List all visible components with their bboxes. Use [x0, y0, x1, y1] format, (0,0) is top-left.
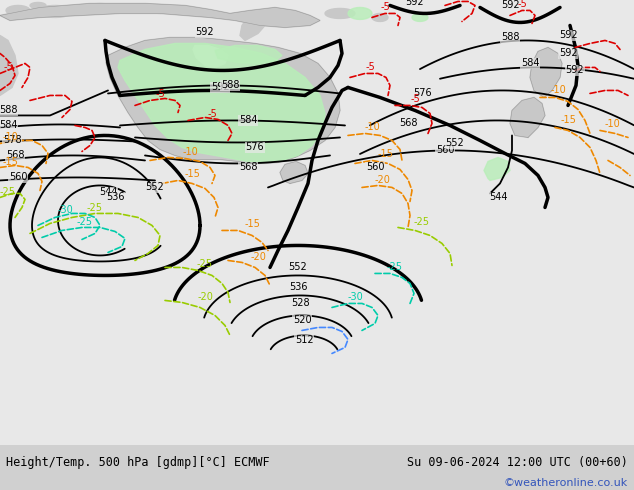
Text: -25: -25 — [87, 203, 103, 214]
Polygon shape — [484, 157, 510, 180]
Text: -25: -25 — [414, 218, 430, 227]
Polygon shape — [0, 3, 320, 27]
Text: -5: -5 — [207, 109, 217, 120]
Text: 592: 592 — [566, 66, 585, 75]
Polygon shape — [348, 7, 372, 20]
Text: 528: 528 — [290, 298, 309, 308]
Text: 560: 560 — [9, 172, 27, 182]
Text: ©weatheronline.co.uk: ©weatheronline.co.uk — [503, 478, 628, 489]
Text: 544: 544 — [99, 188, 117, 197]
Text: 578: 578 — [3, 135, 22, 146]
Text: 536: 536 — [288, 282, 307, 293]
Text: Height/Temp. 500 hPa [gdmp][°C] ECMWF: Height/Temp. 500 hPa [gdmp][°C] ECMWF — [6, 456, 270, 469]
Text: -25: -25 — [197, 259, 213, 270]
Text: 592: 592 — [406, 0, 424, 7]
Text: -25: -25 — [387, 263, 403, 272]
Text: 588: 588 — [501, 32, 519, 43]
Text: -5: -5 — [410, 95, 420, 104]
Text: 568: 568 — [6, 150, 24, 160]
Polygon shape — [240, 13, 265, 41]
Text: -15: -15 — [2, 157, 18, 168]
Polygon shape — [193, 46, 228, 68]
Text: 588: 588 — [0, 105, 17, 116]
Text: 584: 584 — [0, 121, 17, 130]
Text: -25: -25 — [0, 188, 16, 197]
Text: -5: -5 — [365, 62, 375, 73]
Polygon shape — [325, 8, 355, 19]
Text: -10: -10 — [182, 147, 198, 157]
Polygon shape — [30, 2, 46, 8]
Polygon shape — [510, 98, 545, 138]
Text: -15: -15 — [184, 170, 200, 179]
Text: -10: -10 — [364, 122, 380, 132]
Text: 512: 512 — [295, 336, 313, 345]
Text: -5: -5 — [380, 2, 390, 12]
Polygon shape — [412, 13, 428, 22]
Text: 568: 568 — [399, 119, 417, 128]
Text: -20: -20 — [250, 252, 266, 263]
Polygon shape — [0, 35, 18, 96]
Text: -5: -5 — [455, 0, 465, 2]
Text: -5: -5 — [3, 62, 13, 73]
Text: -10: -10 — [604, 120, 620, 129]
Text: 592: 592 — [501, 0, 519, 10]
Text: -30: -30 — [347, 293, 363, 302]
Text: -5: -5 — [155, 90, 165, 99]
Text: -10: -10 — [550, 85, 566, 96]
Text: 576: 576 — [246, 143, 264, 152]
Text: 592: 592 — [559, 30, 578, 41]
Text: 544: 544 — [489, 193, 507, 202]
Text: -10: -10 — [2, 132, 18, 143]
Polygon shape — [6, 5, 30, 16]
Text: 584: 584 — [239, 116, 257, 125]
Polygon shape — [280, 161, 308, 183]
Polygon shape — [150, 5, 170, 13]
Text: 584: 584 — [521, 58, 540, 69]
Text: 552: 552 — [446, 139, 464, 148]
Polygon shape — [215, 46, 282, 63]
Text: -20: -20 — [197, 293, 213, 302]
Text: -15: -15 — [244, 220, 260, 229]
Text: -15: -15 — [377, 149, 393, 159]
Polygon shape — [372, 13, 388, 22]
Text: 568: 568 — [239, 163, 257, 172]
Text: 592: 592 — [559, 49, 578, 58]
Text: 520: 520 — [293, 316, 311, 325]
Polygon shape — [37, 5, 73, 18]
Text: -25: -25 — [77, 218, 93, 227]
Text: 588: 588 — [221, 80, 239, 91]
Text: -15: -15 — [560, 116, 576, 125]
Text: 552: 552 — [146, 182, 164, 193]
Polygon shape — [88, 3, 112, 11]
Text: 552: 552 — [288, 263, 307, 272]
Text: 592: 592 — [210, 82, 230, 93]
Polygon shape — [118, 44, 325, 163]
Text: 560: 560 — [436, 146, 454, 155]
Polygon shape — [530, 48, 562, 98]
Text: 560: 560 — [366, 163, 384, 172]
Polygon shape — [106, 37, 340, 164]
Text: 592: 592 — [196, 27, 214, 37]
Text: 576: 576 — [413, 89, 431, 98]
Text: -5: -5 — [517, 0, 527, 9]
Text: -20: -20 — [374, 175, 390, 185]
Text: 536: 536 — [106, 193, 124, 202]
Text: Su 09-06-2024 12:00 UTC (00+60): Su 09-06-2024 12:00 UTC (00+60) — [407, 456, 628, 469]
Text: -30: -30 — [57, 205, 73, 216]
